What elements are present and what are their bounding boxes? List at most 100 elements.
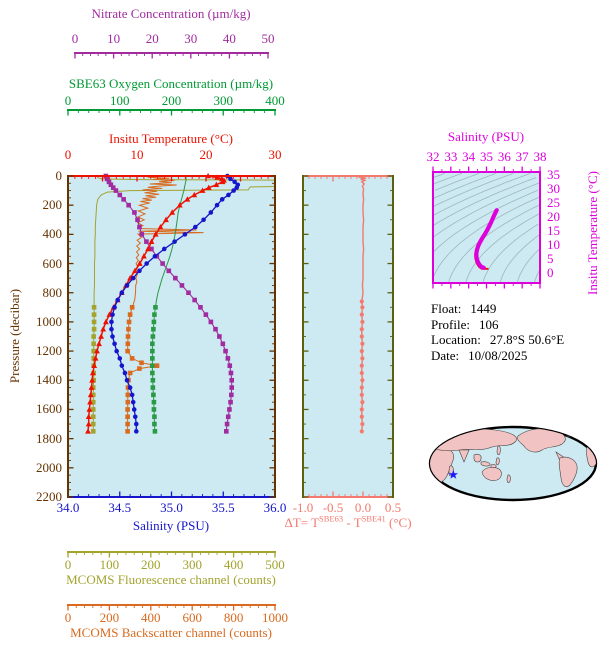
fluorescence-profile-marker [90, 392, 96, 398]
temperature-profile-marker [213, 181, 220, 188]
tick-label-ts-temperature: 25 [547, 194, 560, 210]
tick-label-delta-t: -1.0 [292, 500, 314, 515]
tick-label-ts-temperature: 30 [547, 180, 560, 196]
fluorescence-profile-marker [90, 421, 96, 427]
tick-label-backscatter: 200 [99, 610, 120, 625]
temperature-profile-marker [205, 184, 212, 190]
tick-label-fluorescence: 0 [64, 557, 72, 572]
backscatter-profile-marker [129, 305, 135, 310]
salinity-profile-marker [172, 239, 177, 244]
backscatter-profile-marker [127, 312, 133, 317]
continent [480, 461, 491, 467]
isopycnal-line [433, 173, 445, 178]
info-label: Location: [431, 332, 481, 347]
tick-label-nitrate: 40 [222, 31, 236, 46]
temperature-profile-marker [214, 174, 220, 180]
ts-salinity-title: Salinity (PSU) [447, 129, 525, 144]
tick-label-salinity: 34.5 [108, 500, 132, 515]
info-label: Date: [431, 347, 460, 363]
temperature-profile-marker [89, 369, 96, 376]
fluorescence-profile-line [92, 175, 275, 432]
tick-label-ts-salinity: 37 [515, 149, 529, 164]
tick-label-temperature: 0 [64, 147, 72, 162]
tick-label-salinity: 35.5 [211, 500, 235, 515]
delta-t-marker [359, 299, 364, 304]
salinity-profile-marker [127, 385, 133, 390]
tick-label-pressure: 200 [42, 197, 63, 213]
backscatter-profile-marker [125, 407, 130, 412]
nitrate-profile-marker [132, 210, 137, 215]
info-value: 10/08/2025 [468, 347, 528, 363]
salinity-profile-marker [219, 197, 225, 202]
salinity-profile-marker [137, 268, 142, 274]
nitrate-profile-marker [186, 290, 191, 296]
isopycnal-line [433, 177, 537, 227]
oxygen-axis-title: SBE63 Oxygen Concentration (µm/kg) [68, 76, 274, 91]
salinity-profile-marker [119, 363, 125, 368]
isopycnal-line [433, 173, 531, 216]
salinity-profile-marker [112, 341, 117, 347]
tick-label-fluorescence: 400 [223, 557, 244, 572]
oxygen-profile-marker [150, 348, 155, 354]
salinity-profile-marker [134, 429, 139, 434]
delta-t-marker [359, 370, 364, 376]
float-info-row: Profile: 106 [431, 317, 564, 333]
delta-t-marker [360, 378, 365, 383]
temperature-profile-marker [152, 231, 159, 237]
continent [481, 467, 502, 481]
isopycnal-line [499, 233, 540, 283]
backscatter-profile-marker [125, 421, 130, 427]
nitrate-profile-marker [192, 297, 197, 303]
oxygen-profile-marker [152, 312, 157, 317]
delta-t-marker [359, 334, 364, 339]
salinity-profile-marker [208, 210, 214, 215]
nitrate-profile-marker [227, 407, 232, 412]
oxygen-profile-marker [151, 319, 157, 325]
temperature-profile-marker [94, 347, 100, 354]
temperature-profile-marker [92, 355, 99, 361]
tick-label-fluorescence: 100 [99, 557, 120, 572]
tick-label-oxygen: 200 [161, 93, 182, 108]
salinity-profile-marker [117, 356, 123, 361]
tick-label-fluorescence: 300 [182, 557, 202, 572]
isopycnal-line [533, 268, 540, 283]
float-location-star [448, 469, 459, 479]
temperature-profile-marker [157, 223, 164, 230]
temperature-profile-marker [184, 196, 191, 202]
continent [496, 445, 501, 456]
backscatter-profile-marker [125, 414, 130, 420]
backscatter-profile-marker [125, 334, 131, 339]
temperature-profile-marker [145, 245, 151, 252]
delta-t-marker [360, 319, 365, 325]
temperature-axis-title: Insitu Temperature (°C) [109, 131, 233, 146]
oxygen-profile-marker [152, 421, 157, 427]
oxygen-profile-marker [150, 385, 156, 390]
tick-label-pressure: 600 [42, 255, 63, 271]
plot-background [68, 176, 275, 497]
tick-label-pressure: 0 [55, 168, 63, 183]
tick-label-pressure: 1400 [36, 372, 62, 388]
backscatter-profile-marker [137, 366, 142, 371]
tick-label-ts-temperature: 15 [547, 223, 560, 238]
salinity-profile-marker [152, 253, 158, 259]
nitrate-profile-marker [149, 246, 154, 252]
tick-label-pressure: 2000 [36, 459, 62, 475]
isopycnal-line [465, 212, 540, 283]
tick-label-delta-t: -0.5 [322, 500, 344, 515]
tick-label-pressure: 1800 [36, 430, 62, 446]
salinity-profile-line [110, 175, 239, 432]
nitrate-profile-marker [166, 268, 172, 274]
oxygen-profile-marker [150, 370, 155, 376]
fluorescence-axis-title: MCOMS Fluorescence channel (counts) [66, 572, 276, 587]
fluorescence-profile-marker [91, 334, 96, 339]
nitrate-profile-marker [228, 399, 233, 405]
tick-label-nitrate: 20 [145, 31, 159, 46]
ts-diagram [432, 166, 541, 289]
nitrate-profile-marker [126, 202, 131, 208]
float-info-row: Location: 27.8°S 50.6°E [431, 332, 564, 348]
delta-t-marker [359, 327, 364, 332]
info-label: Profile: [431, 316, 470, 332]
plot-background [303, 176, 393, 497]
delta-t-marker [359, 348, 364, 354]
